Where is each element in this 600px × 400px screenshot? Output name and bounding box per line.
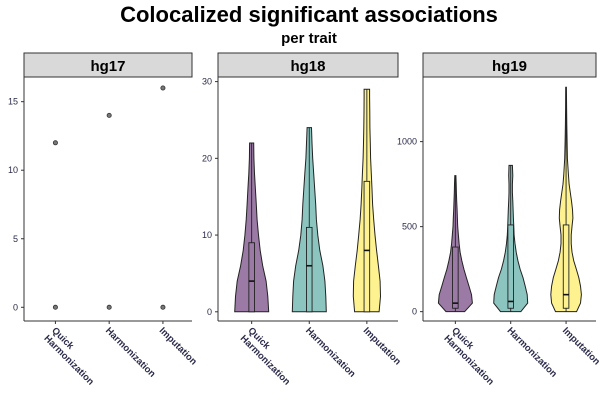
y-tick-label: 20 (202, 153, 212, 163)
box-iqr (562, 224, 570, 309)
x-tick-label: Imputation (560, 325, 600, 367)
x-tick-label: QuickHarmonization (238, 325, 300, 387)
facet-hg18: hg18 0 10 20 30 QuickHarmonization Harmonizati… (202, 52, 403, 388)
x-tick-label-line: Imputation (560, 325, 600, 367)
facet-hg17: hg17 0 5 10 15 QuickHarmonization Harmonizatio… (8, 52, 199, 388)
y-tick-label: 10 (8, 165, 18, 175)
data-point (106, 112, 112, 118)
facet-strip (217, 52, 399, 78)
chart-subtitle: per trait (281, 30, 337, 47)
y-tick-label: 10 (202, 230, 212, 240)
facet-strip-label: hg17 (90, 58, 125, 75)
chart-title: Colocalized significant associations (120, 2, 498, 27)
data-point (106, 304, 112, 310)
y-tick-label: 15 (8, 97, 18, 107)
x-tick-label: QuickHarmonization (42, 325, 104, 387)
facet-strip (422, 52, 597, 78)
x-tick-label: QuickHarmonization (441, 325, 503, 387)
x-tick-label: Harmonization (303, 325, 358, 380)
x-tick-label-line: Harmonization (103, 325, 158, 380)
facet-hg19: hg19 0 500 1000 QuickHarmonization Harmonizat… (397, 52, 600, 388)
facet-strip-label: hg19 (492, 58, 527, 75)
y-tick-label: 0 (412, 307, 417, 317)
x-tick-label-line: Harmonization (505, 325, 560, 380)
data-point (52, 304, 58, 310)
x-tick-label-line: Harmonization (303, 325, 358, 380)
box-iqr (363, 180, 371, 313)
data-point (160, 304, 166, 310)
y-tick-label: 5 (13, 234, 18, 244)
box-iqr (248, 242, 255, 313)
x-tick-label: Imputation (157, 325, 199, 367)
data-point (52, 140, 58, 146)
x-tick-label: Harmonization (505, 325, 560, 380)
facet-strip-label: hg18 (290, 58, 325, 75)
y-tick-label: 0 (13, 302, 18, 312)
y-tick-label: 30 (202, 77, 212, 87)
x-tick-label-line: Imputation (157, 325, 199, 367)
x-tick-label: Imputation (361, 325, 403, 367)
box-iqr (306, 226, 313, 313)
y-tick-label: 500 (402, 222, 417, 232)
x-tick-label: Harmonization (103, 325, 158, 380)
y-tick-label: 1000 (397, 137, 417, 147)
box-iqr (507, 224, 514, 309)
box-iqr (452, 246, 459, 309)
y-tick-label: 0 (207, 307, 212, 317)
facet-strip (23, 52, 193, 78)
data-point (160, 85, 166, 91)
x-tick-label-line: Imputation (361, 325, 403, 367)
